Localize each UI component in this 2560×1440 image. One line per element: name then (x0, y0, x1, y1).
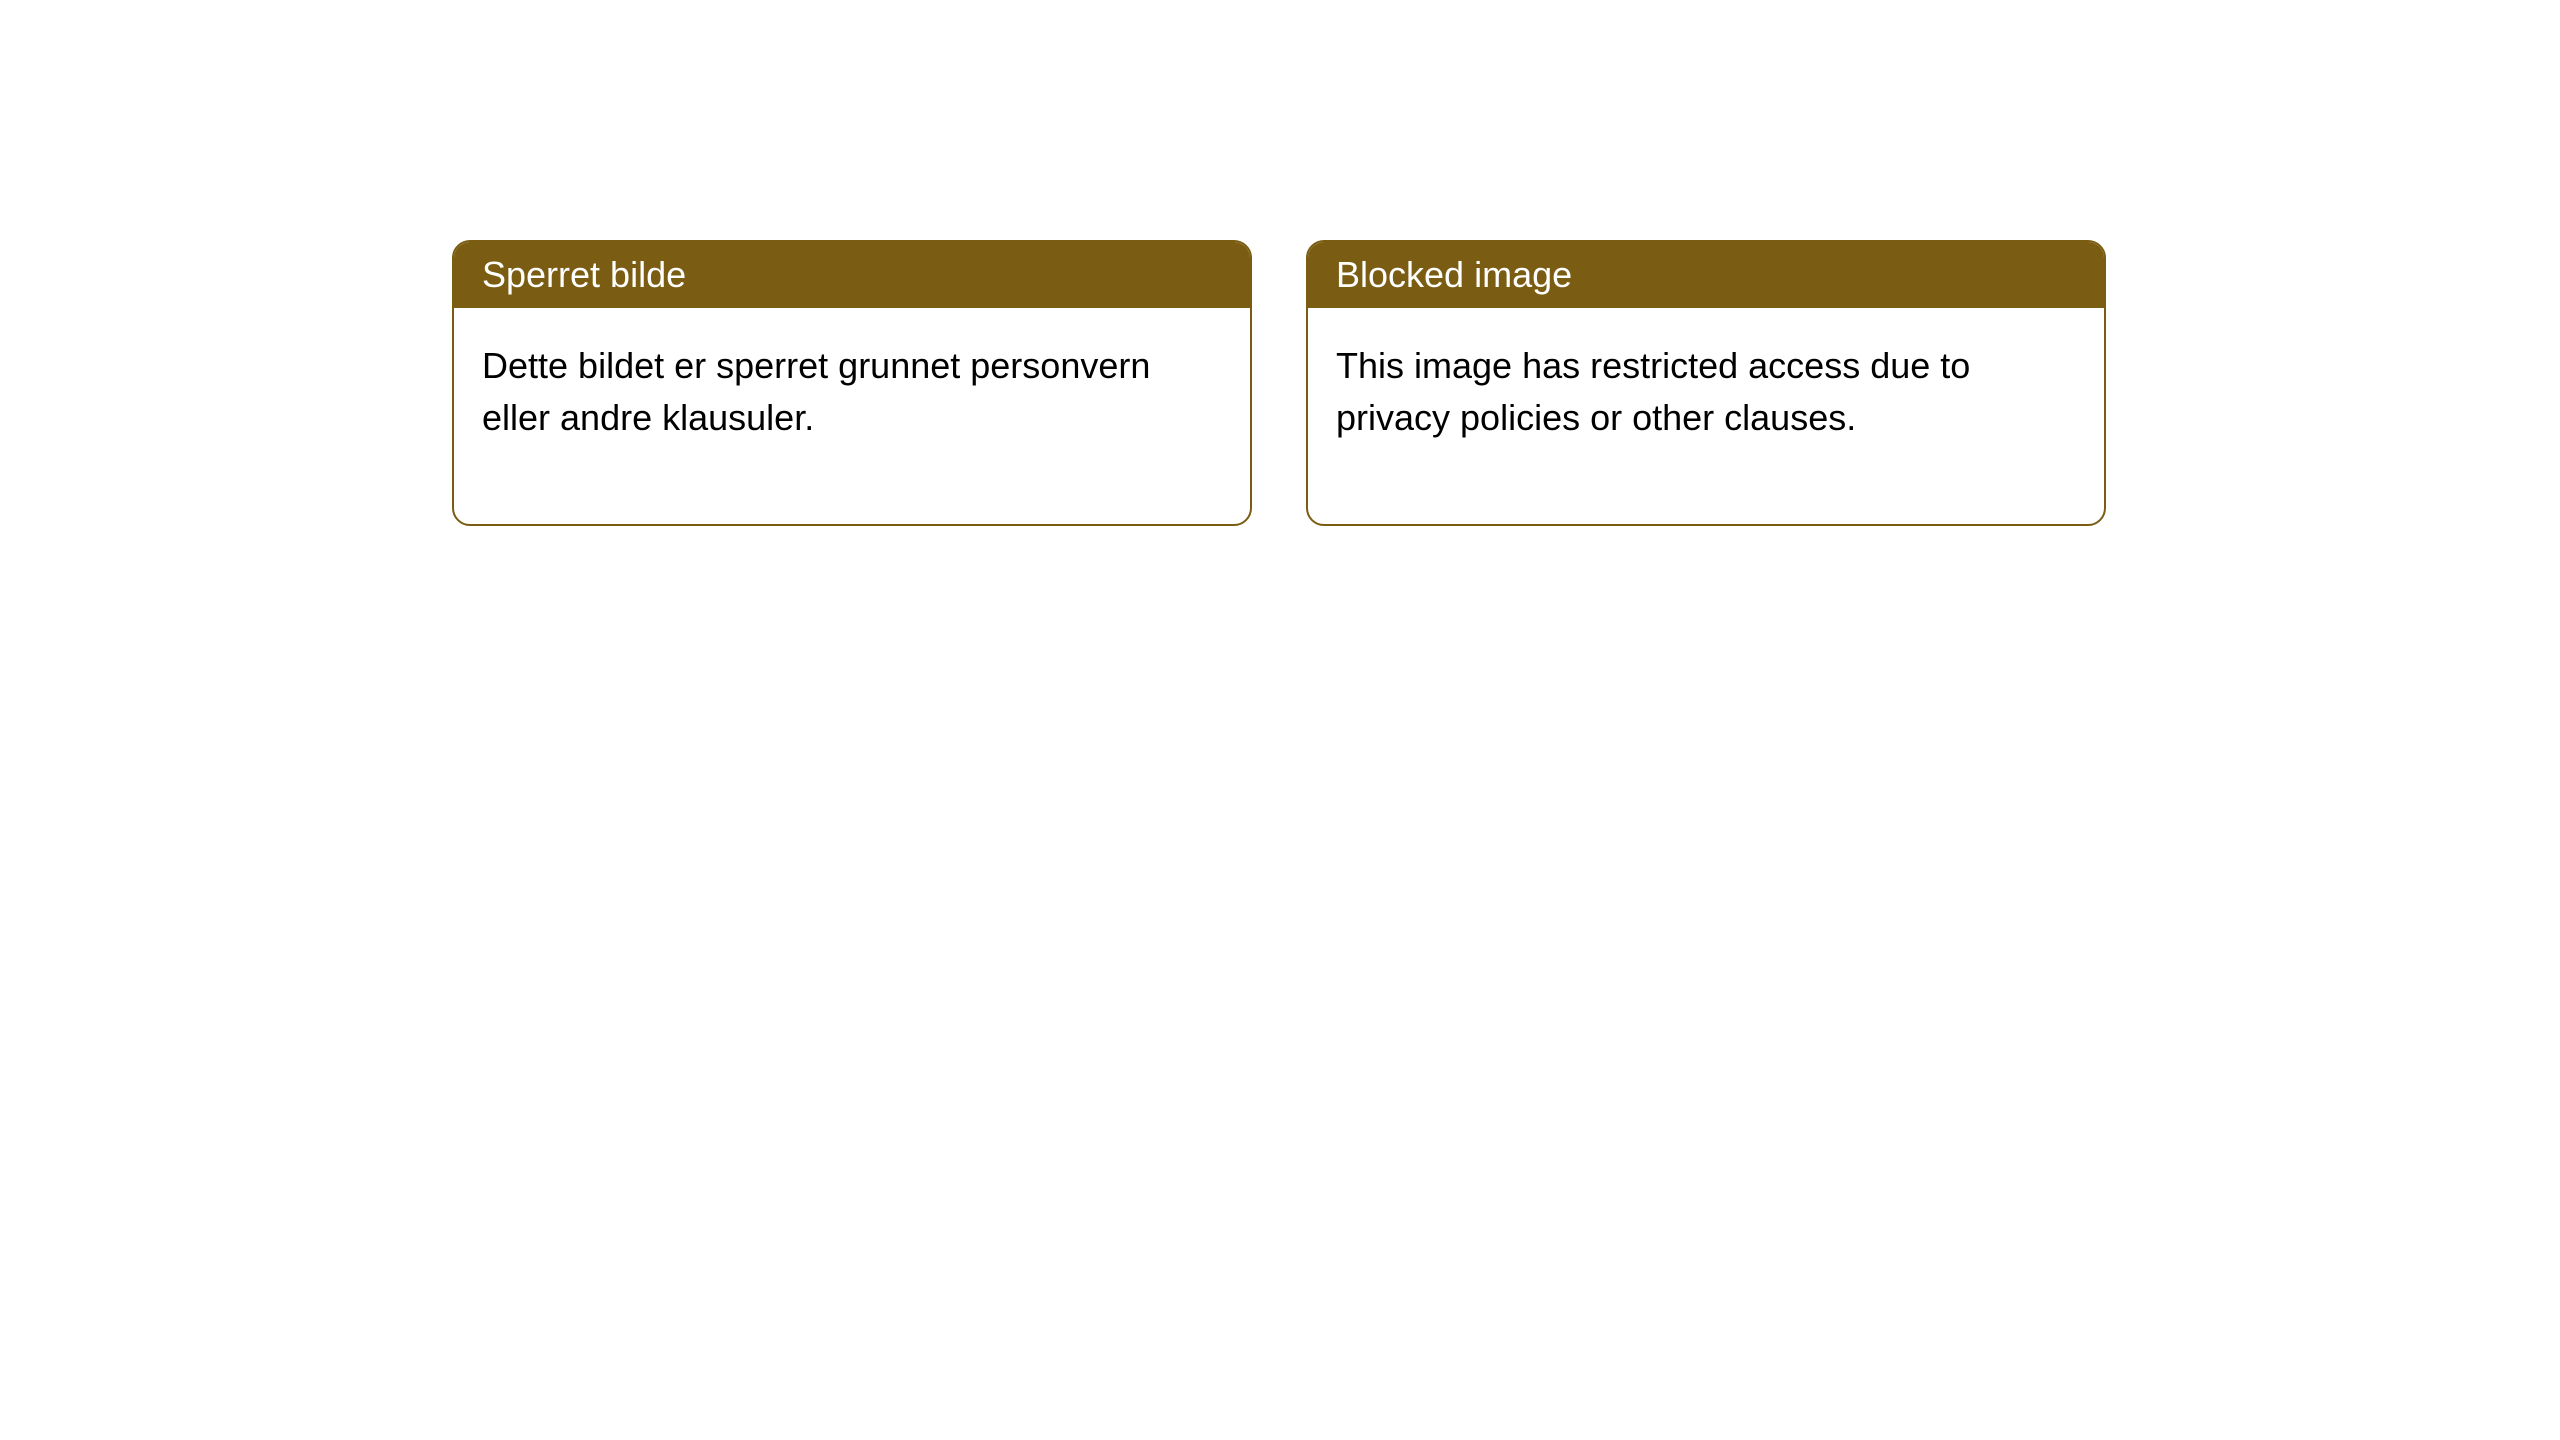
notice-header-norwegian: Sperret bilde (454, 242, 1250, 308)
notice-body-text-english: This image has restricted access due to … (1336, 345, 1970, 438)
notice-header-english: Blocked image (1308, 242, 2104, 308)
notice-card-english: Blocked image This image has restricted … (1306, 240, 2106, 526)
notice-card-norwegian: Sperret bilde Dette bildet er sperret gr… (452, 240, 1252, 526)
notice-body-english: This image has restricted access due to … (1308, 308, 2104, 524)
notice-body-norwegian: Dette bildet er sperret grunnet personve… (454, 308, 1250, 524)
notice-body-text-norwegian: Dette bildet er sperret grunnet personve… (482, 345, 1150, 438)
notice-container: Sperret bilde Dette bildet er sperret gr… (452, 240, 2106, 526)
notice-title-norwegian: Sperret bilde (482, 254, 686, 295)
notice-title-english: Blocked image (1336, 254, 1572, 295)
